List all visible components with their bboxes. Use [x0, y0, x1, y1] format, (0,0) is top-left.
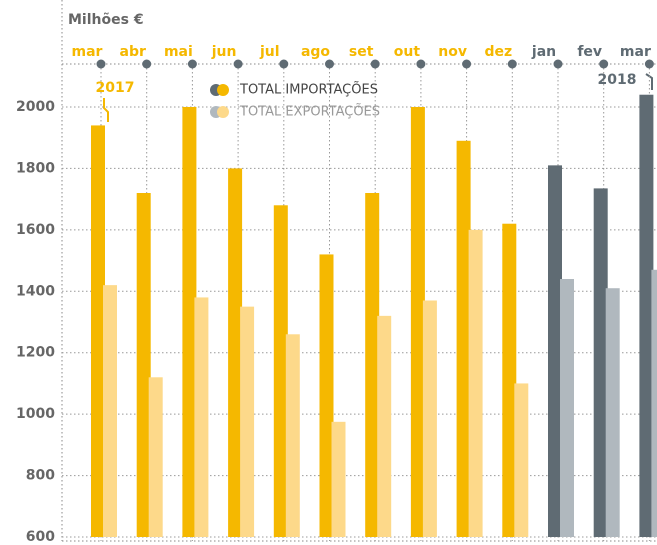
- annotation: 2018: [598, 72, 637, 88]
- annotation-bracket: [645, 73, 653, 90]
- legend-label: TOTAL IMPORTAÇÕES: [239, 82, 378, 98]
- y-tick-label: 1600: [16, 222, 55, 238]
- annotation-bracket: [103, 98, 109, 122]
- x-tick-label: ago: [301, 44, 330, 60]
- bar: [410, 107, 425, 537]
- month-dot: [416, 59, 426, 69]
- month-dot: [462, 59, 472, 69]
- y-tick-label: 1200: [16, 345, 55, 361]
- bar: [365, 193, 380, 537]
- x-tick-label: jan: [531, 44, 556, 60]
- month-dot: [325, 59, 334, 69]
- month-dot: [233, 59, 243, 69]
- x-tick-label: nov: [438, 44, 467, 60]
- bar: [182, 107, 197, 537]
- bar: [148, 377, 163, 537]
- bar: [377, 315, 392, 537]
- legend-icon: [217, 106, 229, 118]
- x-tick-label: fev: [577, 44, 602, 60]
- month-dot: [599, 59, 609, 69]
- month-dot: [142, 59, 152, 69]
- x-tick-label: abr: [120, 44, 146, 60]
- bar: [468, 229, 483, 537]
- month-dot: [370, 59, 380, 69]
- x-tick-label: mar: [620, 44, 651, 60]
- bar: [194, 297, 209, 537]
- y-tick-label: 2000: [16, 99, 55, 115]
- bar: [91, 125, 105, 537]
- bar: [273, 205, 288, 538]
- x-tick-label: out: [394, 44, 421, 60]
- x-tick-label: mai: [164, 44, 193, 60]
- x-tick-label: set: [349, 44, 374, 60]
- x-tick-label: dez: [484, 44, 512, 60]
- bar: [240, 306, 255, 537]
- month-dot: [507, 59, 517, 69]
- y-tick-label: 1000: [16, 406, 55, 422]
- bar: [639, 94, 654, 537]
- month-dot: [279, 59, 289, 69]
- x-tick-label: mar: [72, 44, 103, 60]
- x-tick-label: jul: [259, 44, 280, 60]
- bar: [228, 168, 243, 537]
- y-tick-label: 1800: [16, 160, 55, 176]
- bar: [456, 140, 471, 538]
- bar: [422, 300, 437, 537]
- y-axis-label: Milhões €: [68, 12, 144, 28]
- month-dot: [553, 59, 563, 69]
- bar: [593, 188, 608, 537]
- y-tick-label: 1400: [16, 283, 55, 299]
- bar: [136, 193, 151, 537]
- bar: [548, 165, 562, 537]
- month-dot: [187, 59, 197, 69]
- bar: [605, 288, 620, 537]
- bar: [560, 279, 574, 537]
- legend-label: TOTAL EXPORTAÇÕES: [239, 104, 380, 120]
- month-dot: [96, 59, 106, 69]
- bar: [103, 285, 117, 537]
- annotation: 2017: [96, 80, 135, 96]
- y-tick-label: 600: [26, 529, 55, 545]
- bar: [502, 223, 517, 537]
- bar: [285, 334, 300, 537]
- legend-icon: [217, 84, 229, 96]
- bar: [331, 421, 346, 537]
- bar: [651, 269, 657, 537]
- month-dot: [644, 59, 654, 69]
- x-tick-label: jun: [211, 44, 237, 60]
- bar: [319, 254, 334, 537]
- y-tick-label: 800: [26, 468, 55, 484]
- bar: [514, 383, 529, 537]
